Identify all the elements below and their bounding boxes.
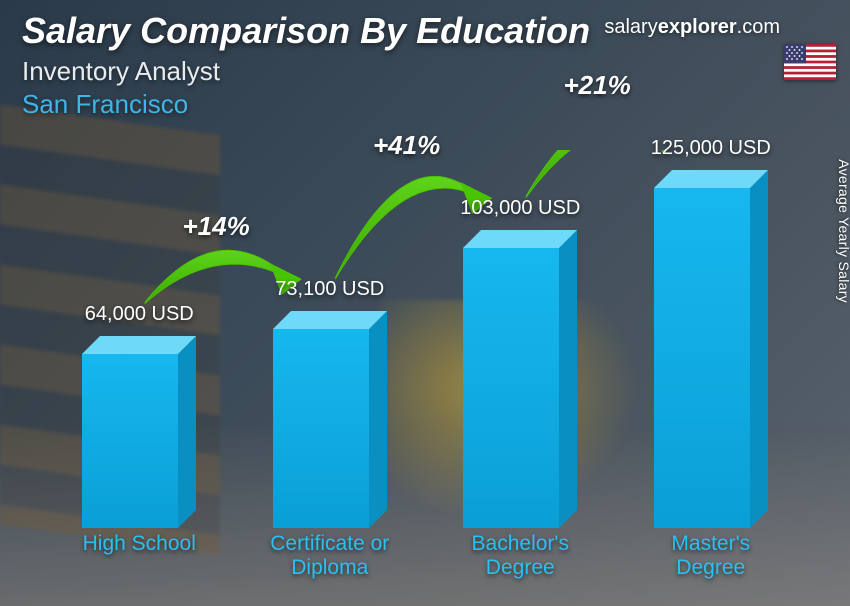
bar-value-label: 103,000 USD (420, 197, 620, 220)
y-axis-label: Average Yearly Salary (836, 159, 850, 303)
categories: High SchoolCertificate orDiplomaBachelor… (44, 532, 806, 584)
bar: 103,000 USD (463, 230, 577, 528)
bar-front (82, 354, 178, 528)
bar-top (82, 336, 196, 354)
bar-side (750, 170, 768, 528)
increase-pct: +41% (373, 130, 440, 161)
bar-top (654, 170, 768, 188)
bar-side (559, 230, 577, 528)
bar-side (178, 336, 196, 528)
category-label: Master'sDegree (616, 532, 807, 584)
bar-slot: 103,000 USD (425, 150, 616, 528)
bar-front (463, 248, 559, 528)
bar-slot: 125,000 USD (616, 150, 807, 528)
bar: 64,000 USD (82, 336, 196, 528)
bar-slot: 73,100 USD (235, 150, 426, 528)
bars-container: 64,000 USD 73,100 USD 103,000 USD 125,000 U… (44, 150, 806, 528)
location: San Francisco (22, 89, 828, 120)
bar-top (273, 311, 387, 329)
infographic-stage: Salary Comparison By Education Inventory… (0, 0, 850, 606)
bar-side (369, 311, 387, 528)
category-label: Bachelor'sDegree (425, 532, 616, 584)
bar-top (463, 230, 577, 248)
bar: 125,000 USD (654, 170, 768, 528)
brand-suffix: .com (737, 16, 780, 38)
bar-front (273, 329, 369, 528)
brand-bold: explorer (658, 16, 737, 38)
bar-front (654, 188, 750, 528)
increase-pct: +21% (564, 70, 631, 101)
job-title: Inventory Analyst (22, 56, 828, 87)
bar-value-label: 64,000 USD (39, 303, 239, 326)
bar-slot: 64,000 USD (44, 150, 235, 528)
flag-icon (784, 44, 836, 80)
bar: 73,100 USD (273, 311, 387, 528)
brand-prefix: salary (604, 16, 657, 38)
brand: salaryexplorer.com (604, 16, 780, 39)
category-label: Certificate orDiploma (235, 532, 426, 584)
increase-pct: +14% (183, 211, 250, 242)
bar-value-label: 73,100 USD (230, 278, 430, 301)
bar-chart: 64,000 USD 73,100 USD 103,000 USD 125,000 U… (44, 150, 806, 584)
bar-value-label: 125,000 USD (611, 137, 811, 160)
category-label: High School (44, 532, 235, 584)
